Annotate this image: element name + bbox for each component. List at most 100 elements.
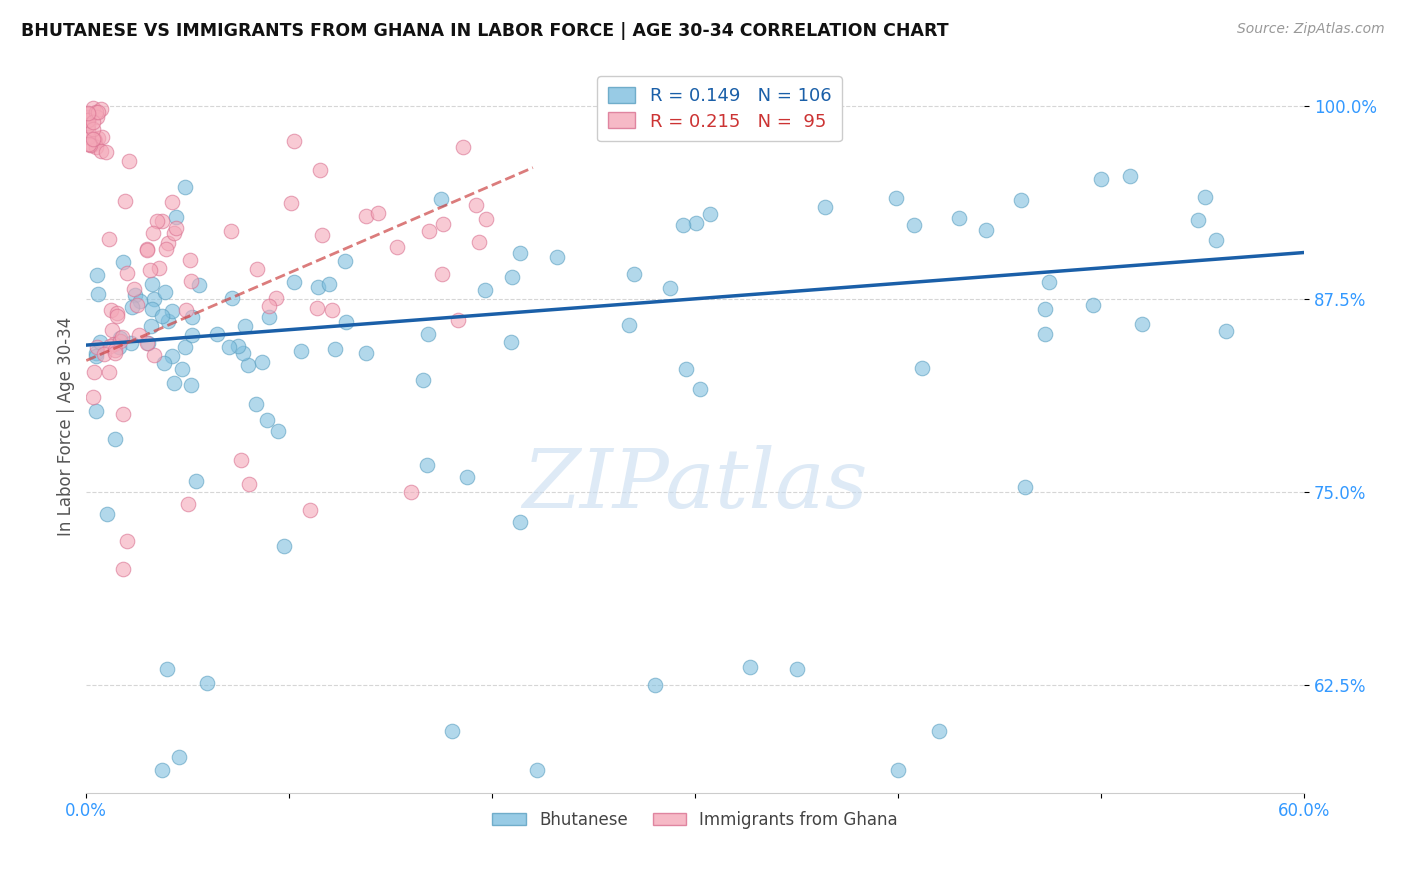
Point — [83, 365, 105, 379]
Point — [283, 275, 305, 289]
Point — [111, 562, 134, 576]
Point — [451, 140, 474, 154]
Point — [139, 319, 162, 334]
Point — [259, 299, 281, 313]
Point — [305, 301, 328, 315]
Point — [125, 298, 148, 312]
Point — [82, 115, 104, 129]
Point — [257, 310, 280, 325]
Point — [86, 286, 108, 301]
Point — [82, 137, 104, 152]
Point — [928, 723, 950, 738]
Point — [96, 507, 118, 521]
Point — [308, 163, 330, 178]
Point — [399, 484, 422, 499]
Point — [644, 678, 666, 692]
Point — [82, 390, 104, 404]
Point — [232, 346, 254, 360]
Point — [111, 407, 134, 421]
Point — [416, 458, 439, 473]
Point — [354, 209, 377, 223]
Point — [321, 302, 343, 317]
Point — [101, 323, 124, 337]
Point — [77, 130, 100, 145]
Point — [177, 497, 200, 511]
Point — [335, 315, 357, 329]
Point — [156, 662, 179, 676]
Point — [82, 132, 104, 146]
Point — [84, 140, 107, 154]
Point — [273, 540, 295, 554]
Point — [77, 111, 100, 125]
Point — [110, 331, 132, 345]
Text: Source: ZipAtlas.com: Source: ZipAtlas.com — [1237, 22, 1385, 37]
Point — [89, 334, 111, 349]
Legend: Bhutanese, Immigrants from Ghana: Bhutanese, Immigrants from Ghana — [485, 805, 905, 836]
Point — [307, 280, 329, 294]
Point — [162, 376, 184, 391]
Point — [155, 242, 177, 256]
Point — [155, 285, 177, 299]
Point — [228, 339, 250, 353]
Point — [160, 195, 183, 210]
Point — [180, 310, 202, 325]
Point — [367, 206, 389, 220]
Text: ZIPatlas: ZIPatlas — [523, 445, 868, 524]
Point — [77, 113, 100, 128]
Point — [786, 662, 808, 676]
Point — [160, 304, 183, 318]
Point — [290, 344, 312, 359]
Point — [323, 342, 346, 356]
Point — [165, 220, 187, 235]
Point — [84, 134, 107, 148]
Point — [903, 218, 925, 232]
Point — [86, 346, 108, 360]
Point — [97, 365, 120, 379]
Point — [157, 236, 180, 251]
Point — [114, 194, 136, 208]
Point — [685, 216, 707, 230]
Point — [108, 334, 131, 349]
Point — [152, 763, 174, 777]
Point — [1033, 301, 1056, 316]
Point — [86, 349, 108, 363]
Point — [474, 283, 496, 297]
Point — [150, 214, 173, 228]
Point — [77, 118, 100, 132]
Point — [98, 232, 121, 246]
Point — [82, 122, 104, 136]
Point — [173, 340, 195, 354]
Point — [122, 282, 145, 296]
Point — [468, 235, 491, 249]
Point — [219, 223, 242, 237]
Point — [157, 314, 180, 328]
Point — [501, 269, 523, 284]
Point — [142, 348, 165, 362]
Point — [105, 310, 128, 324]
Point — [617, 318, 640, 332]
Point — [100, 303, 122, 318]
Point — [418, 224, 440, 238]
Point — [699, 207, 721, 221]
Point — [430, 267, 453, 281]
Point — [82, 101, 104, 115]
Point — [121, 300, 143, 314]
Point — [103, 346, 125, 360]
Point — [814, 200, 837, 214]
Point — [205, 326, 228, 341]
Point — [387, 240, 409, 254]
Point — [112, 255, 135, 269]
Point — [354, 346, 377, 360]
Point — [100, 339, 122, 353]
Point — [141, 302, 163, 317]
Point — [90, 103, 112, 117]
Point — [79, 138, 101, 153]
Point — [267, 425, 290, 439]
Point — [526, 763, 548, 777]
Point — [195, 675, 218, 690]
Point — [77, 113, 100, 128]
Point — [136, 336, 159, 351]
Point — [77, 136, 100, 151]
Point — [174, 179, 197, 194]
Point — [1014, 480, 1036, 494]
